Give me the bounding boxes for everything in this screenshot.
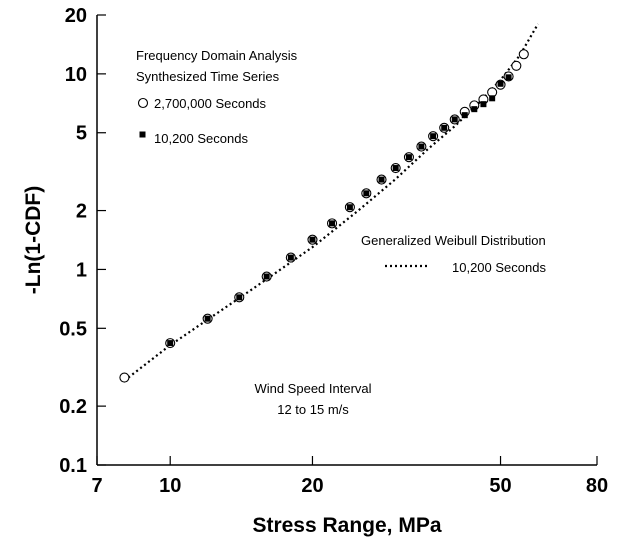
x-tick-label: 80 bbox=[586, 475, 608, 497]
legend: Frequency Domain Analysis Synthesized Ti… bbox=[136, 48, 298, 146]
y-tick-label: 20 bbox=[65, 5, 87, 27]
y-tick-label: 10 bbox=[65, 64, 87, 86]
annotation-line-1: Wind Speed Interval bbox=[254, 381, 371, 396]
y-tick-label: 1 bbox=[76, 259, 87, 281]
data-point-filled-square bbox=[441, 124, 448, 131]
data-point-open-circle bbox=[518, 49, 529, 60]
data-point-open-circle bbox=[511, 60, 522, 71]
data-point-filled-square bbox=[497, 80, 504, 87]
fit-legend-title: Generalized Weibull Distribution bbox=[361, 233, 546, 248]
y-axis-title: -Ln(1-CDF) bbox=[22, 186, 45, 294]
x-tick-label: 50 bbox=[489, 475, 511, 497]
data-point-filled-square bbox=[263, 273, 270, 280]
data-point-open-circle bbox=[119, 372, 130, 383]
data-point-filled-square bbox=[392, 165, 399, 172]
data-point-filled-square bbox=[471, 106, 478, 113]
legend-header-line-2: Synthesized Time Series bbox=[136, 69, 280, 84]
fit-legend: Generalized Weibull Distribution 10,200 … bbox=[361, 233, 546, 275]
data-point-filled-square bbox=[204, 315, 211, 322]
data-point-filled-square bbox=[378, 176, 385, 183]
data-point-filled-square bbox=[167, 340, 174, 347]
data-point-filled-square bbox=[405, 154, 412, 161]
data-point-filled-square bbox=[236, 294, 243, 301]
legend-entry-open-circle: 2,700,000 Seconds bbox=[154, 96, 267, 111]
data-point-filled-square bbox=[309, 236, 316, 243]
data-point-filled-square bbox=[430, 133, 437, 140]
x-axis-title: Stress Range, MPa bbox=[252, 514, 441, 537]
y-tick-label: 0.1 bbox=[59, 455, 87, 477]
axes-layer bbox=[96, 15, 597, 466]
x-tick-label: 20 bbox=[301, 475, 323, 497]
data-point-filled-square bbox=[480, 101, 487, 108]
fit-legend-entry: 10,200 Seconds bbox=[452, 260, 546, 275]
legend-open-circle-marker bbox=[137, 97, 149, 109]
data-point-filled-square bbox=[287, 254, 294, 261]
data-point-filled-square bbox=[363, 190, 370, 197]
data-point-filled-square bbox=[451, 116, 458, 123]
y-tick-label: 2 bbox=[76, 201, 87, 223]
legend-filled-square-marker bbox=[139, 131, 146, 138]
annotation-line-2: 12 to 15 m/s bbox=[277, 402, 349, 417]
x-tick-label: 7 bbox=[91, 475, 102, 497]
wind-speed-annotation: Wind Speed Interval 12 to 15 m/s bbox=[254, 381, 371, 417]
data-point-filled-square bbox=[346, 204, 353, 211]
data-point-filled-square bbox=[505, 74, 512, 81]
marks-layer bbox=[119, 23, 539, 383]
x-tick-label: 10 bbox=[159, 475, 181, 497]
legend-entry-filled-square: 10,200 Seconds bbox=[154, 131, 248, 146]
data-point-filled-square bbox=[418, 143, 425, 150]
y-tick-label: 0.5 bbox=[59, 318, 87, 340]
data-point-filled-square bbox=[489, 95, 496, 102]
legend-header-line-1: Frequency Domain Analysis bbox=[136, 48, 298, 63]
data-point-filled-square bbox=[329, 220, 336, 227]
data-point-filled-square bbox=[461, 112, 468, 119]
y-tick-label: 0.2 bbox=[59, 396, 87, 418]
y-tick-label: 5 bbox=[76, 123, 87, 145]
ticks-layer: 0.1 0.2 0.5 1 2 5 10 20 7 10 20 50 80 bbox=[59, 5, 608, 497]
